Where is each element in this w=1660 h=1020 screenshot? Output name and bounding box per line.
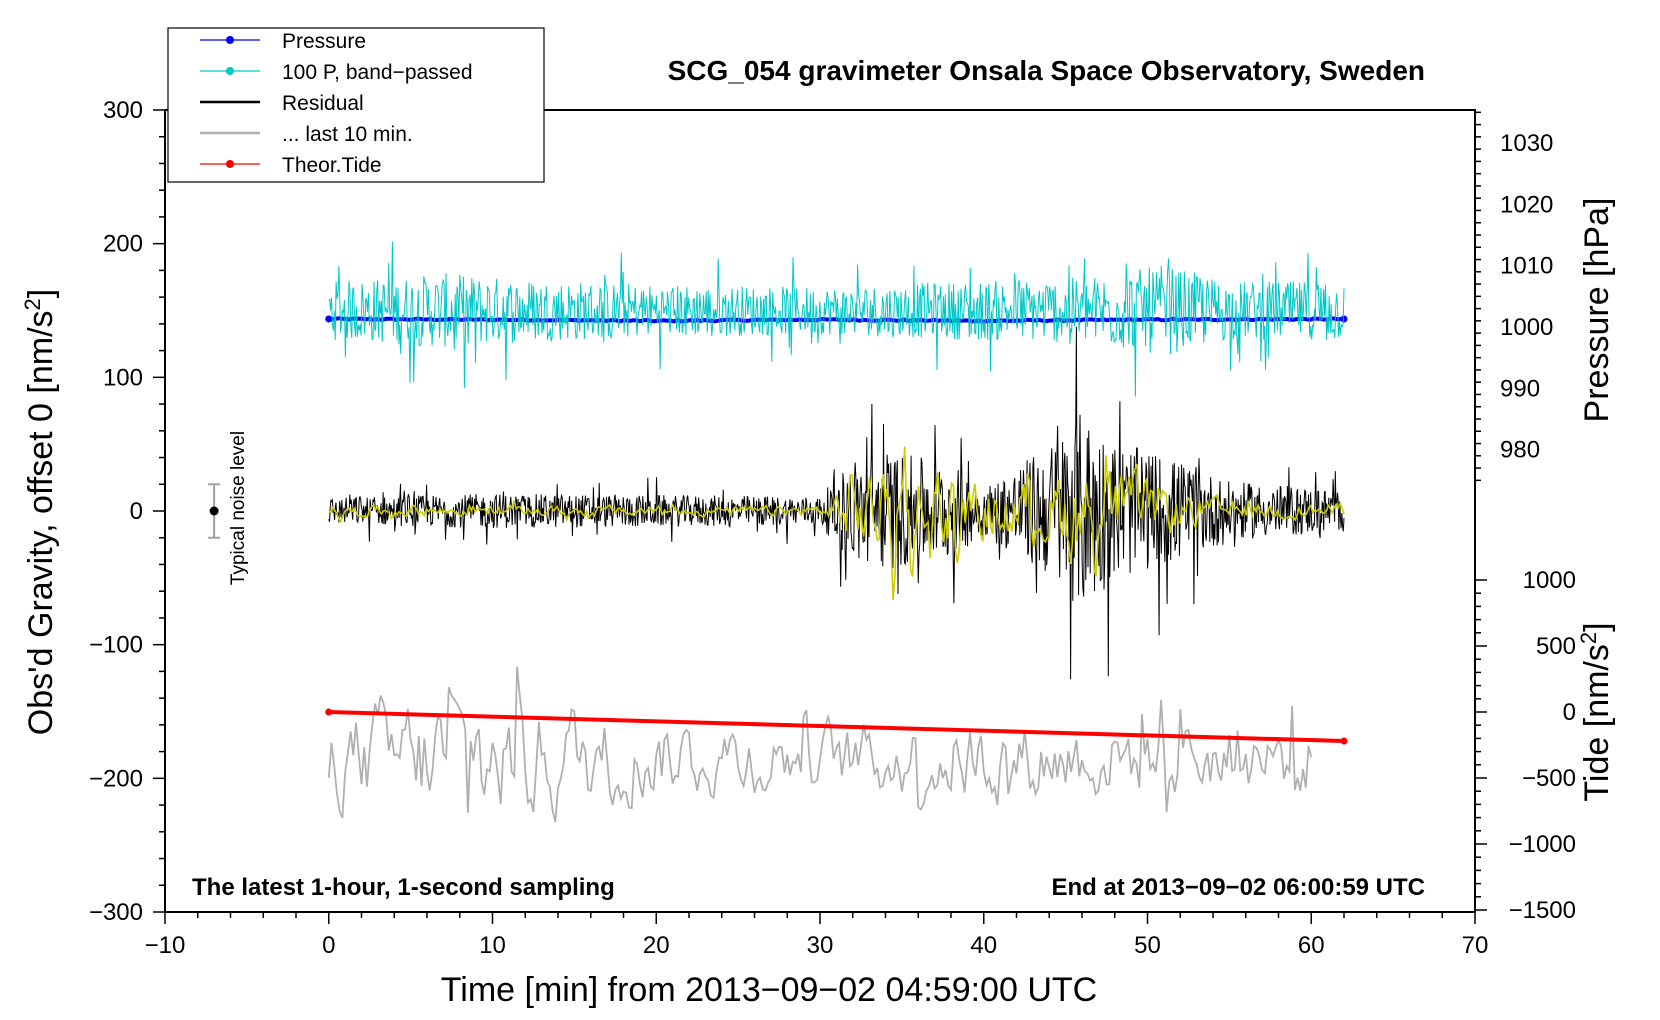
pressure-tick-label: 1010: [1500, 253, 1553, 280]
pressure-tick-label: 990: [1500, 375, 1540, 402]
series-residual-filtered-: [328, 446, 1345, 600]
y-axis-label-pressure: Pressure [hPa]: [1578, 198, 1616, 423]
tide-tick-label: 0: [1563, 699, 1576, 726]
note-right: End at 2013−09−02 06:00:59 UTC: [1051, 874, 1425, 901]
x-tick-label: 0: [322, 932, 335, 959]
y-left-tick-label: 100: [103, 364, 143, 391]
legend-label: 100 P, band−passed: [282, 61, 473, 84]
y-axis-label-tide: Tide [nm/s2]: [1576, 622, 1616, 801]
legend-label: ... last 10 min.: [282, 123, 413, 146]
pressure-marker: [1340, 315, 1348, 323]
pressure-tick-label: 1030: [1500, 130, 1553, 157]
series-theor-tide: [328, 710, 1345, 744]
series-group: [325, 241, 1348, 823]
x-tick-label: 40: [970, 932, 997, 959]
y-axis-label-left: Obs'd Gravity, offset 0 [nm/s2]: [20, 289, 60, 735]
pressure-marker: [325, 315, 333, 323]
y-left-tick-label: 200: [103, 231, 143, 258]
legend-label: Residual: [282, 92, 364, 115]
y-left-tick-label: 300: [103, 97, 143, 124]
x-tick-label: 10: [479, 932, 506, 959]
series--last-10-min-: [327, 666, 1313, 823]
legend-marker: [226, 67, 234, 75]
legend-box: [167, 27, 545, 183]
x-tick-label: 60: [1298, 932, 1325, 959]
legend-label: Theor.Tide: [282, 154, 382, 177]
pressure-tick-label: 1020: [1500, 191, 1553, 218]
x-tick-label: 20: [643, 932, 670, 959]
legend-marker: [226, 160, 234, 168]
legend: Pressure 100 P, band−passed Residual ...…: [167, 27, 545, 183]
legend-swatches: [200, 36, 260, 168]
tide-marker: [325, 708, 333, 716]
x-tick-label: −10: [145, 932, 186, 959]
x-axis-label: Time [min] from 2013−09−02 04:59:00 UTC: [441, 971, 1097, 1009]
legend-label: Pressure: [282, 30, 366, 53]
pressure-tick-label: 980: [1500, 437, 1540, 464]
tide-tick-label: 1000: [1523, 567, 1576, 594]
y-left-tick-label: 0: [130, 498, 143, 525]
noise-level-point: [209, 506, 219, 516]
x-tick-label: 50: [1134, 932, 1161, 959]
pressure-tick-label: 1000: [1500, 314, 1553, 341]
noise-level-indicator: [208, 483, 221, 539]
tide-tick-label: −500: [1522, 765, 1576, 792]
note-left: The latest 1-hour, 1-second sampling: [192, 874, 615, 901]
legend-marker: [226, 36, 234, 44]
x-tick-label: 30: [807, 932, 834, 959]
tide-tick-label: −1000: [1509, 831, 1576, 858]
noise-level-label: Typical noise level: [228, 431, 249, 585]
chart-title: SCG_054 gravimeter Onsala Space Observat…: [668, 55, 1425, 86]
y-left-tick-label: −200: [89, 765, 143, 792]
y-left-tick-label: −300: [89, 899, 143, 926]
tide-tick-label: 500: [1536, 633, 1576, 660]
axis-ticks: [153, 109, 1487, 924]
series-residual: [328, 326, 1345, 680]
tide-marker: [1340, 737, 1348, 745]
y-left-tick-label: −100: [89, 632, 143, 659]
x-tick-label: 70: [1462, 932, 1489, 959]
series-100-p-band-passed: [328, 241, 1345, 397]
tide-tick-label: −1500: [1509, 897, 1576, 924]
